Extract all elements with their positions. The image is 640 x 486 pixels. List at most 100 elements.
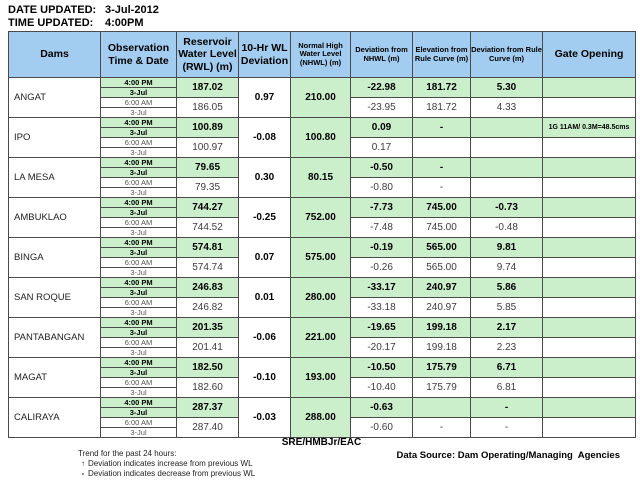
- deviation-nhwl-pm: -19.65: [350, 317, 413, 338]
- col-header-gate-opening: Gate Opening: [542, 31, 636, 78]
- time-updated-label: TIME UPDATED:: [8, 17, 94, 29]
- deviation-nhwl-am: 0.17: [350, 137, 413, 158]
- elevation-rule-curve-am: 240.97: [412, 297, 471, 318]
- col-header-deviation-from-rule-curve: Deviation from Rule Curve (m): [470, 31, 543, 78]
- obs-date-am: 3-Jul: [100, 267, 177, 278]
- time-updated-value: 4:00PM: [105, 17, 144, 29]
- table-row: IPO 4:00 PM 100.89 -0.08 100.80 0.09- 1G 11AM/…: [8, 117, 636, 158]
- gate-opening-pm: 1G 11AM/ 0.3M=48.5cms: [542, 117, 636, 138]
- obs-time-am: 6:00 AM: [100, 217, 177, 228]
- dam-name: BINGA: [8, 237, 101, 278]
- table-row: SAN ROQUE 4:00 PM 246.83 0.01 280.00 -33.17 24…: [8, 277, 636, 318]
- obs-date-am: 3-Jul: [100, 307, 177, 318]
- deviation-nhwl-am: -20.17: [350, 337, 413, 358]
- deviation-nhwl-am: -7.48: [350, 217, 413, 238]
- nhwl-value: 100.80: [290, 117, 351, 158]
- dam-name: AMBUKLAO: [8, 197, 101, 238]
- gate-opening-am: [542, 337, 636, 358]
- obs-time-pm: 4:00 PM: [100, 317, 177, 328]
- deviation-rule-curve-am: 2.23: [470, 337, 543, 358]
- obs-time-pm: 4:00 PM: [100, 277, 177, 288]
- preparers-signature: SRE/HMBJr/EAC: [281, 437, 362, 448]
- nhwl-value: 210.00: [290, 77, 351, 118]
- gate-opening-pm: [542, 397, 636, 418]
- rwl-am: 744.52: [176, 217, 239, 238]
- elevation-rule-curve-am: 175.79: [412, 377, 471, 398]
- obs-date-pm: 3-Jul: [100, 287, 177, 298]
- rwl-pm: 182.50: [176, 357, 239, 378]
- obs-time-am: 6:00 AM: [100, 137, 177, 148]
- obs-date-pm: 3-Jul: [100, 407, 177, 418]
- obs-time-pm: 4:00 PM: [100, 197, 177, 208]
- table-row: BINGA 4:00 PM 574.81 0.07 575.00 -0.19 565.00 9…: [8, 237, 636, 278]
- rwl-am: 100.97: [176, 137, 239, 158]
- table-row: 6:00 AM 201.41 -20.17 199.18 2.23: [9, 337, 636, 358]
- deviation-nhwl-pm: -22.98: [350, 77, 413, 98]
- nhwl-value: 193.00: [290, 357, 351, 398]
- deviation-rule-curve-am: -: [470, 417, 543, 438]
- date-updated-row: DATE UPDATED: 3-Jul-2012: [8, 4, 159, 17]
- gate-opening-am: [542, 137, 636, 158]
- obs-date-am: 3-Jul: [100, 427, 177, 438]
- gate-opening-pm: [542, 197, 636, 218]
- rwl-pm: 287.37: [176, 397, 239, 418]
- dam-name: MAGAT: [8, 357, 101, 398]
- elevation-rule-curve-am: 565.00: [412, 257, 471, 278]
- deviation-rule-curve-am: 9.74: [470, 257, 543, 278]
- elevation-rule-curve-am: [412, 137, 471, 158]
- elevation-rule-curve-am: 181.72: [412, 97, 471, 118]
- deviation-nhwl-pm: -0.50: [350, 157, 413, 178]
- obs-time-pm: 4:00 PM: [100, 157, 177, 168]
- obs-date-pm: 3-Jul: [100, 167, 177, 178]
- table-row: PANTABANGAN 4:00 PM 201.35 -0.06 221.00 -19.6…: [8, 317, 636, 358]
- gate-opening-pm: [542, 77, 636, 98]
- legend-increase-text: Deviation indicates increase from previo…: [88, 459, 253, 468]
- deviation-rule-curve-pm: -: [470, 397, 543, 418]
- nhwl-value: 80.15: [290, 157, 351, 198]
- deviation-rule-curve-pm: 9.81: [470, 237, 543, 258]
- obs-time-pm: 4:00 PM: [100, 357, 177, 368]
- dam-name: IPO: [8, 117, 101, 158]
- deviation-nhwl-pm: -0.63: [350, 397, 413, 418]
- rwl-am: 574.74: [176, 257, 239, 278]
- gate-opening-am: [542, 217, 636, 238]
- deviation-rule-curve-am: 5.85: [470, 297, 543, 318]
- dam-name: SAN ROQUE: [8, 277, 101, 318]
- obs-date-am: 3-Jul: [100, 187, 177, 198]
- deviation-nhwl-pm: -0.19: [350, 237, 413, 258]
- rwl-pm: 187.02: [176, 77, 239, 98]
- obs-date-pm: 3-Jul: [100, 127, 177, 138]
- obs-date-pm: 3-Jul: [100, 327, 177, 338]
- col-header-10hr-wl-deviation: 10-Hr WL Deviation: [238, 31, 291, 78]
- elevation-rule-curve-pm: 199.18: [412, 317, 471, 338]
- date-updated-value: 3-Jul-2012: [105, 4, 159, 16]
- deviation-nhwl-am: -33.18: [350, 297, 413, 318]
- deviation-rule-curve-pm: [470, 157, 543, 178]
- header-row: Dams Observation Time & Date Reservoir Wat…: [8, 31, 636, 78]
- trend-legend: Trend for the past 24 hours: ↑ Deviation…: [78, 449, 255, 479]
- trend-legend-title: Trend for the past 24 hours:: [78, 449, 177, 458]
- rwl-am: 287.40: [176, 417, 239, 438]
- legend-increase: ↑ Deviation indicates increase from prev…: [78, 459, 255, 469]
- dam-name: ANGAT: [8, 77, 101, 118]
- deviation-nhwl-am: -10.40: [350, 377, 413, 398]
- wl-deviation-10hr: -0.10: [238, 357, 291, 398]
- deviation-rule-curve-am: [470, 177, 543, 198]
- elevation-rule-curve-pm: 565.00: [412, 237, 471, 258]
- dam-name: CALIRAYA: [8, 397, 101, 438]
- gate-opening-am: [542, 377, 636, 398]
- table-row: 6:00 AM 744.52 -7.48 745.00 -0.48: [9, 217, 636, 238]
- nhwl-value: 575.00: [290, 237, 351, 278]
- dam-name: LA MESA: [8, 157, 101, 198]
- decrease-dash-icon: -: [81, 469, 85, 478]
- deviation-nhwl-am: -23.95: [350, 97, 413, 118]
- deviation-nhwl-am: -0.80: [350, 177, 413, 198]
- elevation-rule-curve-pm: 181.72: [412, 77, 471, 98]
- table-row: 6:00 AM 287.40 -0.60- -: [9, 417, 636, 438]
- table-row: 6:00 AM 186.05 -23.95 181.72 4.33: [9, 97, 636, 118]
- obs-time-am: 6:00 AM: [100, 257, 177, 268]
- rwl-pm: 744.27: [176, 197, 239, 218]
- rwl-am: 246.82: [176, 297, 239, 318]
- obs-date-am: 3-Jul: [100, 347, 177, 358]
- obs-time-am: 6:00 AM: [100, 297, 177, 308]
